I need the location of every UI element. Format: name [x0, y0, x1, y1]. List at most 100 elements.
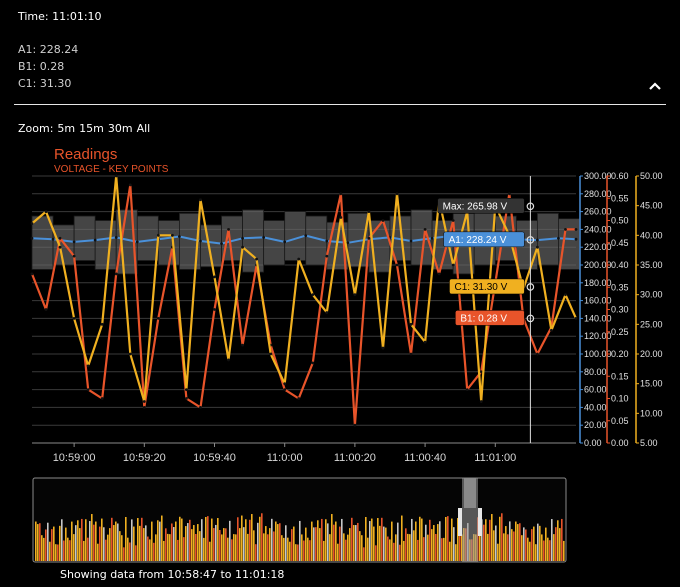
y-tick-label-a1: 160.00: [584, 296, 612, 306]
navigator-bar: [49, 541, 51, 561]
navigator-bar: [173, 527, 175, 561]
navigator-bar: [125, 517, 127, 561]
data-point-a1: [535, 238, 539, 242]
navigator-bar: [423, 537, 425, 561]
y-tick-label-a1: 20.00: [584, 420, 607, 430]
navigator-bar: [195, 534, 197, 561]
navigator-bar: [369, 521, 371, 561]
data-point-c1: [564, 293, 567, 297]
navigator-bar: [67, 537, 69, 561]
y-tick-label-b1: 0.25: [611, 327, 629, 337]
navigator-bar: [87, 537, 89, 561]
data-point-c1: [241, 245, 244, 249]
navigator-bar: [379, 525, 381, 561]
data-point-c1: [255, 257, 259, 261]
data-range-footer: Showing data from 10:58:47 to 11:01:18: [60, 568, 285, 581]
navigator-bar: [151, 521, 153, 561]
navigator-bar: [363, 547, 365, 561]
navigator-bar: [425, 524, 427, 561]
chart-subtitle: VOLTAGE - KEY POINTS: [54, 164, 169, 175]
navigator-bar: [117, 523, 119, 561]
y-tick-label-c1: 45.00: [640, 201, 663, 211]
navigator-bar: [547, 537, 549, 561]
data-point-a1: [199, 239, 202, 243]
navigator-bar: [233, 534, 235, 561]
data-point-b1: [451, 219, 455, 222]
navigator-bar: [437, 524, 439, 561]
data-point-a1: [51, 237, 55, 241]
navigator-bar: [289, 541, 291, 561]
y-tick-label-a1: 260.00: [584, 207, 612, 217]
data-point-c1: [156, 233, 160, 237]
y-tick-label-b1: 0.30: [611, 305, 629, 315]
navigator-bar: [263, 533, 265, 561]
data-point-c1: [128, 352, 132, 356]
navigator-bar: [137, 518, 139, 561]
navigator-bar: [555, 527, 557, 561]
navigator-bar: [399, 544, 401, 561]
tooltip-box: [449, 278, 525, 295]
navigator-bar: [543, 540, 545, 561]
navigator-bar: [461, 534, 463, 561]
data-point-a1: [262, 236, 266, 239]
navigator-bar: [275, 521, 277, 561]
navigator-chart[interactable]: [0, 472, 680, 566]
data-point-c1: [100, 322, 104, 326]
data-point-c1: [213, 275, 216, 279]
navigator-bar: [355, 525, 357, 561]
navigator-bar: [129, 542, 131, 561]
y-tick-label-c1: 35.00: [640, 260, 663, 270]
zoom-15m-button[interactable]: 15m: [79, 122, 104, 135]
zoom-5m-button[interactable]: 5m: [57, 122, 76, 135]
navigator-bar: [253, 530, 255, 561]
navigator-bar: [311, 521, 313, 561]
y-tick-label-a1: 0.00: [584, 438, 602, 448]
navigator-bar: [279, 523, 281, 561]
data-point-c1: [199, 198, 202, 202]
data-point-b1: [213, 308, 216, 311]
navigator-bar: [229, 520, 231, 561]
data-point-a1: [72, 240, 76, 244]
navigator-bar: [51, 529, 53, 561]
navigator-bar: [141, 517, 143, 561]
range-box: [263, 220, 286, 266]
navigator-bar: [531, 529, 533, 561]
navigator-bar: [183, 537, 185, 561]
navigator-bar: [193, 525, 195, 561]
navigator-bar: [73, 534, 75, 561]
navigator-bar: [511, 529, 513, 561]
navigator-bar: [315, 527, 317, 561]
navigator-bar: [435, 534, 437, 561]
navigator-bar: [199, 531, 201, 561]
y-tick-label-c1: 20.00: [640, 349, 663, 359]
data-point-a1: [574, 237, 578, 241]
chevron-up-icon[interactable]: [648, 80, 662, 92]
navigator-bar: [495, 525, 497, 561]
data-point-c1: [325, 311, 329, 314]
zoom-all-button[interactable]: All: [136, 122, 151, 135]
navigator-bar: [109, 528, 111, 561]
navigator-bar: [561, 518, 563, 561]
reading-c1: C1: 31.30: [18, 77, 72, 90]
zoom-30m-button[interactable]: 30m: [107, 122, 133, 135]
y-tick-label-b1: 0.05: [611, 416, 629, 426]
navigator-bar: [323, 540, 325, 561]
navigator-bar: [265, 526, 267, 561]
navigator-bar: [79, 528, 81, 561]
reading-a1: A1: 228.24: [18, 43, 79, 56]
navigator-bar: [305, 527, 307, 561]
data-point-c1: [395, 192, 399, 196]
y-tick-label-a1: 120.00: [584, 331, 612, 341]
navigator-bar: [147, 536, 149, 561]
tooltip-label: C1: 31.30 V: [454, 282, 507, 293]
data-point-c1: [283, 382, 287, 386]
crosshair-marker: [526, 236, 535, 244]
y-tick-label-b1: 0.35: [611, 282, 629, 292]
data-point-c1: [185, 388, 188, 391]
navigator-bar: [41, 535, 43, 561]
data-point-b1: [564, 228, 567, 231]
navigator-bar: [155, 534, 157, 561]
navigator-bar: [295, 544, 297, 561]
data-point-b1: [72, 254, 76, 258]
